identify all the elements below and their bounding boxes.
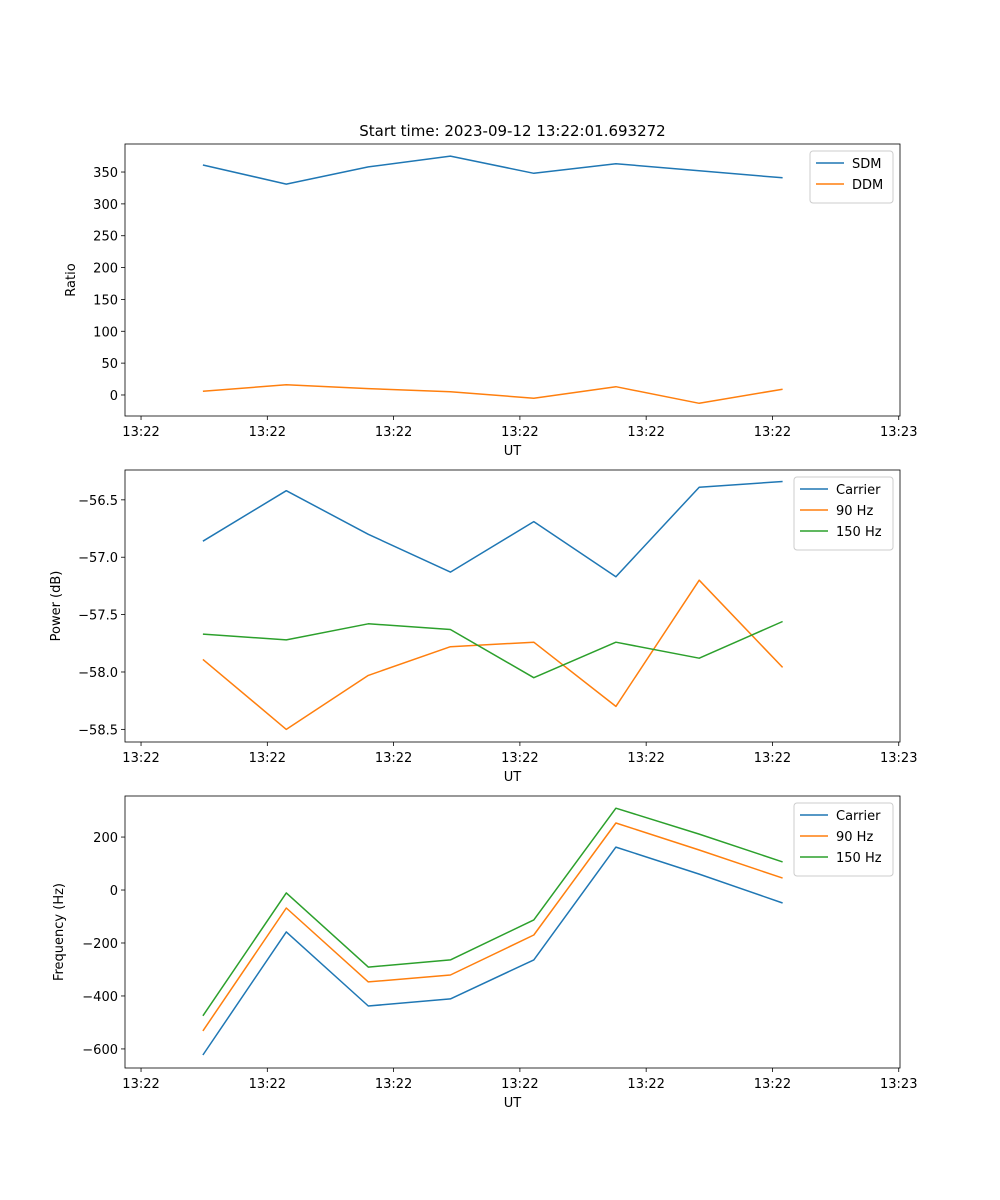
x-tick-label: 13:22 (754, 751, 791, 766)
x-axis-label: UT (504, 444, 522, 459)
y-tick-label: −56.5 (78, 494, 118, 509)
x-tick-label: 13:22 (122, 425, 159, 440)
series-line-150-hz (202, 620, 783, 679)
legend-label: 90 Hz (836, 830, 873, 845)
series-line-90-hz (202, 579, 784, 731)
legend-label: Carrier (836, 483, 881, 498)
series-line-150-hz (202, 807, 783, 1017)
series-line-90-hz (202, 822, 783, 1032)
x-tick-label: 13:22 (122, 1077, 159, 1092)
x-axis-label: UT (504, 1096, 522, 1111)
x-tick-label: 13:22 (249, 751, 286, 766)
legend-label: 90 Hz (836, 504, 873, 519)
y-tick-label: 350 (93, 166, 118, 181)
axes-frame (124, 469, 901, 743)
legend-label: 150 Hz (836, 525, 882, 540)
x-tick-label: 13:22 (122, 751, 159, 766)
series-line-carrier (202, 846, 783, 1056)
x-tick-label: 13:22 (627, 425, 664, 440)
legend: Carrier 90 Hz 150 Hz (793, 802, 894, 877)
series-line-ddm (202, 384, 783, 405)
x-tick-label: 13:22 (501, 1077, 538, 1092)
x-tick-label: 13:22 (501, 425, 538, 440)
x-tick-label: 13:22 (249, 1077, 286, 1092)
x-tick-label: 13:22 (627, 1077, 664, 1092)
y-tick-label: 200 (93, 262, 118, 277)
y-tick-label: 150 (93, 293, 118, 308)
chart-title: Start time: 2023-09-12 13:22:01.693272 (359, 122, 665, 140)
y-tick-label: 0 (110, 884, 118, 899)
y-axis-label: Power (dB) (49, 571, 64, 642)
legend-box (809, 150, 894, 204)
y-tick-label: −200 (82, 937, 118, 952)
subplot-2: 13:22 13:22 13:22 13:22 13:22 13:22 13:23 −58.5… (49, 469, 917, 785)
x-tick-label: 13:22 (754, 1077, 791, 1092)
x-tick-label: 13:22 (501, 751, 538, 766)
y-tick-label: 200 (93, 831, 118, 846)
legend: SDM DDM (809, 150, 894, 204)
y-axis-label: Ratio (64, 263, 79, 296)
legend-label: Carrier (836, 809, 881, 824)
series-line-carrier (202, 480, 783, 578)
y-tick-label: −57.0 (78, 551, 118, 566)
axes-frame (124, 795, 901, 1069)
x-tick-label: 13:22 (754, 425, 791, 440)
x-axis-label: UT (504, 770, 522, 785)
y-tick-label: 100 (93, 325, 118, 340)
y-tick-label: 50 (101, 357, 118, 372)
legend-label: SDM (852, 157, 881, 172)
x-tick-label: 13:22 (375, 425, 412, 440)
legend-label: DDM (852, 178, 883, 193)
x-tick-label: 13:23 (880, 425, 917, 440)
subplot-3: 13:22 13:22 13:22 13:22 13:22 13:22 13:23 −600 −… (52, 795, 917, 1111)
y-tick-label: −58.0 (78, 666, 118, 681)
x-tick-label: 13:22 (375, 751, 412, 766)
x-tick-label: 13:22 (249, 425, 286, 440)
y-tick-label: −58.5 (78, 723, 118, 738)
x-tick-label: 13:22 (375, 1077, 412, 1092)
y-tick-label: −600 (82, 1043, 118, 1058)
y-tick-label: 300 (93, 198, 118, 213)
y-tick-label: 0 (110, 389, 118, 404)
x-tick-label: 13:23 (880, 751, 917, 766)
y-axis-label: Frequency (Hz) (52, 883, 67, 981)
x-tick-label: 13:23 (880, 1077, 917, 1092)
legend-label: 150 Hz (836, 851, 882, 866)
subplot-1: Start time: 2023-09-12 13:22:01.693272 13… (64, 122, 917, 459)
x-tick-label: 13:22 (627, 751, 664, 766)
y-tick-label: −57.5 (78, 609, 118, 624)
axes-frame (124, 143, 901, 417)
series-line-sdm (202, 155, 783, 185)
legend: Carrier 90 Hz 150 Hz (793, 476, 894, 551)
y-tick-label: 250 (93, 230, 118, 245)
y-tick-label: −400 (82, 990, 118, 1005)
